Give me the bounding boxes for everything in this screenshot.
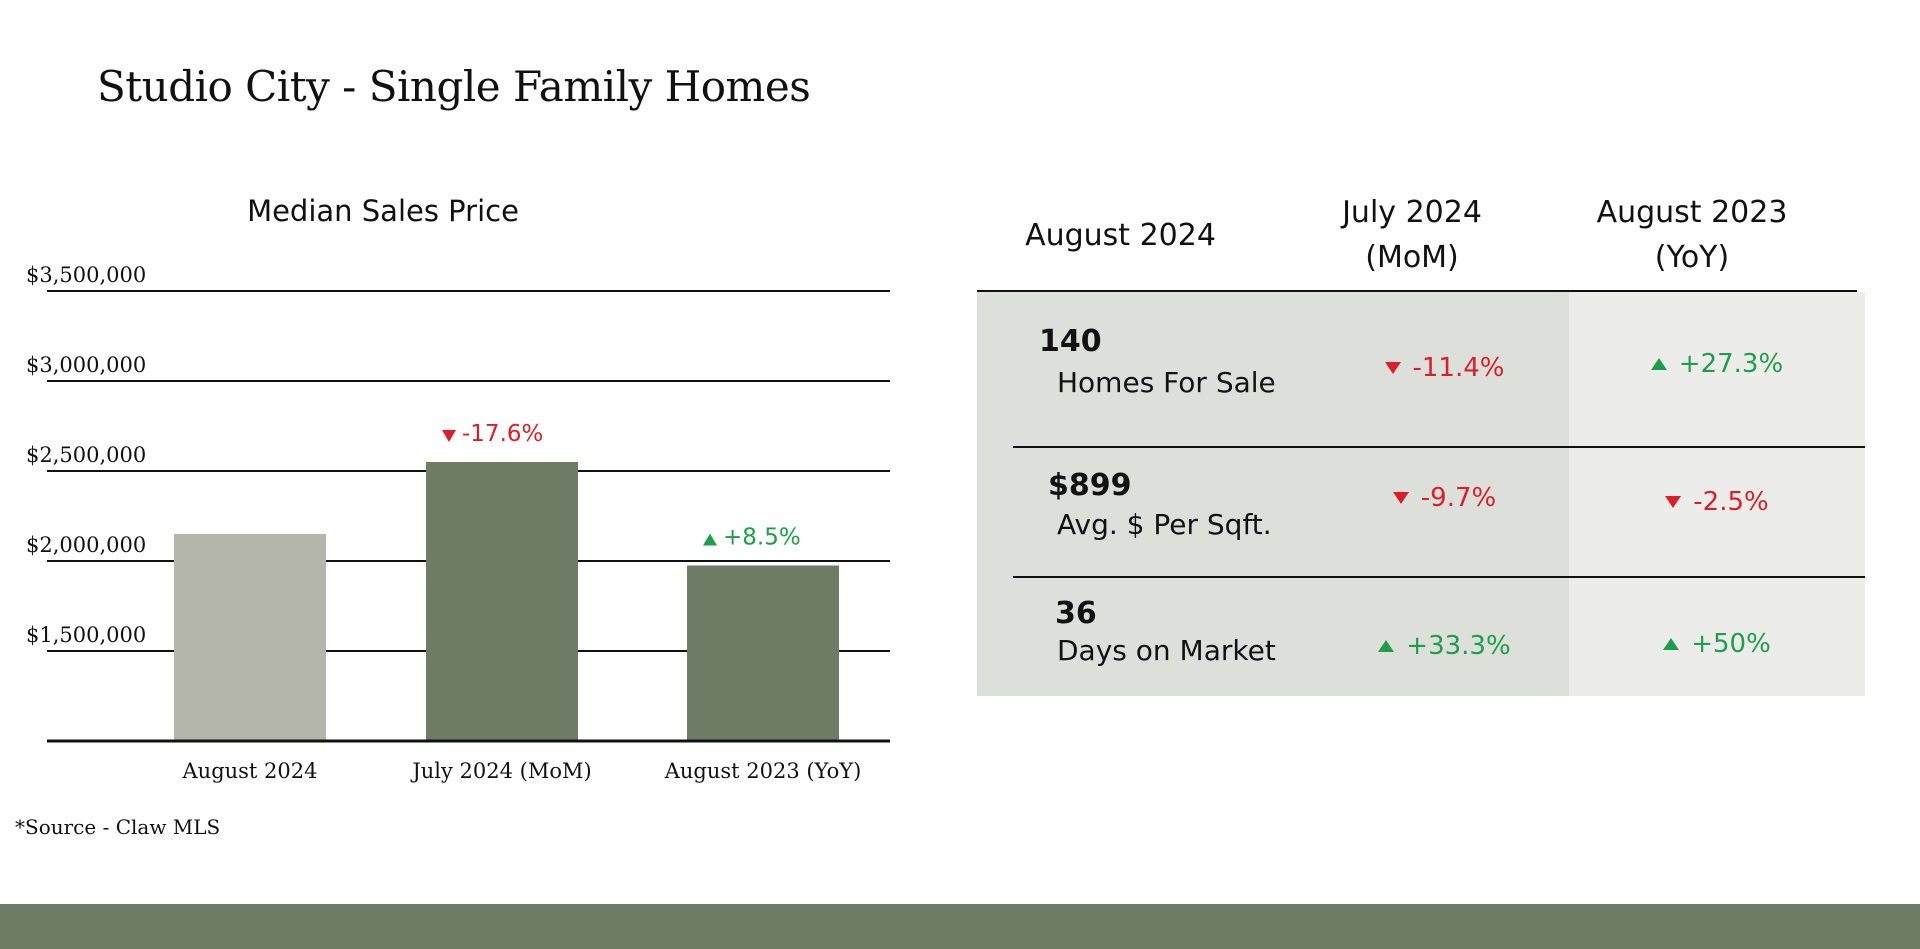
metric-label: Avg. $ Per Sqft. [1057,508,1272,541]
metric-label: Days on Market [1057,634,1276,667]
mom-change: +33.3% [1320,626,1569,666]
change-arrow-icon [1392,492,1409,504]
mom-change-value: -9.7% [1420,483,1497,513]
column-background-yoy [1569,292,1865,696]
change-arrow-icon [1378,640,1395,652]
change-arrow-icon [1663,638,1680,650]
table-body: 140 Homes For Sale -11.4% +27.3% $899 Av… [977,292,1865,696]
column-background-mom [1320,292,1569,696]
bar-1 [174,534,326,741]
table-header-current: August 2024 [1025,217,1216,253]
table-header-mom: July 2024 (MoM) [1342,195,1482,275]
metrics-table: August 2024 July 2024 (MoM) August 2023 … [977,180,1865,696]
table-row-days-on-market: 36 Days on Market +33.3% +50% [977,578,1865,696]
row-divider [1013,576,1865,578]
metric-label: Homes For Sale [1057,366,1276,399]
y-tick-label: $2,500,000 [26,443,146,467]
mom-change-value: -11.4% [1412,353,1505,383]
x-tick-label: August 2023 (YoY) [664,759,862,783]
metric-value: $899 [1048,468,1132,503]
mom-change: -11.4% [1320,348,1569,388]
yoy-change-value: +27.3% [1678,349,1784,379]
y-tick-label: $1,500,000 [26,623,146,647]
x-tick-label: August 2024 [182,759,318,783]
bar-3 [687,565,839,741]
table-row-homes-for-sale: 140 Homes For Sale -11.4% +27.3% [977,292,1865,446]
x-tick-label: July 2024 (MoM) [410,759,591,783]
yoy-change-value: -2.5% [1693,487,1769,517]
change-arrow-icon [1384,362,1401,374]
yoy-change-value: +50% [1691,629,1771,659]
table-header: August 2024 July 2024 (MoM) August 2023 … [977,180,1865,292]
metric-value: 140 [1039,324,1102,359]
change-arrow-icon [1650,358,1667,370]
bar-2 [426,462,578,741]
yoy-change: -2.5% [1569,482,1865,522]
yoy-change: +27.3% [1569,344,1865,384]
bar-annotation: -17.6% [462,421,543,447]
down-arrow-icon [442,430,456,442]
source-note: *Source - Claw MLS [15,815,221,839]
bar-annotation: +8.5% [723,525,801,551]
metric-value: 36 [1055,596,1097,631]
yoy-change: +50% [1569,624,1865,664]
mom-change-value: +33.3% [1406,631,1511,661]
up-arrow-icon [703,533,717,546]
footer-band [0,904,1920,949]
change-arrow-icon [1665,496,1682,508]
y-tick-label: $3,500,000 [26,263,146,287]
table-row-avg-price-per-sqft: $899 Avg. $ Per Sqft. -9.7% -2.5% [977,448,1865,576]
table-header-yoy: August 2023 (YoY) [1596,195,1788,275]
y-tick-label: $3,000,000 [26,353,146,377]
row-divider [1013,446,1865,448]
column-background-current [977,292,1320,696]
header-divider [977,290,1857,292]
mom-change: -9.7% [1320,478,1569,518]
y-tick-label: $2,000,000 [26,533,146,557]
chart-title: Median Sales Price [247,194,519,228]
page-title: Studio City - Single Family Homes [97,62,811,111]
median-sales-price-chart: Median Sales Price $1,500,000 $2,000,000 $2… [26,194,890,783]
